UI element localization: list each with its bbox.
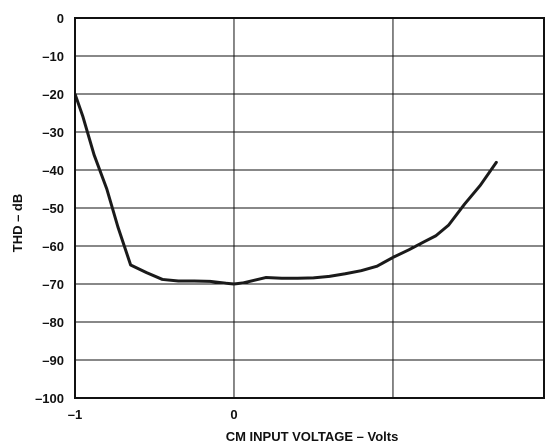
x-axis-title: CM INPUT VOLTAGE – Volts (226, 429, 399, 444)
x-tick-labels: –1 0 (68, 407, 238, 422)
plot-frame (74, 17, 545, 399)
y-tick-labels: 0 –10 –20 –30 –40 –50 –60 –70 –80 –90 –100 (35, 11, 64, 406)
y-tick-label: –90 (42, 353, 64, 368)
y-axis-title: THD – dB (10, 194, 25, 253)
x-tick-label: –1 (68, 407, 82, 422)
y-tick-label: –20 (42, 87, 64, 102)
series-layer (75, 92, 498, 286)
y-tick-label: –80 (42, 315, 64, 330)
x-tick-label: 0 (230, 407, 237, 422)
thd-curve (75, 92, 498, 286)
y-tick-label: –10 (42, 49, 64, 64)
grid (75, 18, 544, 398)
y-tick-label: –70 (42, 277, 64, 292)
y-tick-label: –60 (42, 239, 64, 254)
y-tick-label: –30 (42, 125, 64, 140)
y-tick-label: –40 (42, 163, 64, 178)
y-tick-label: –100 (35, 391, 64, 406)
y-tick-label: –50 (42, 201, 64, 216)
y-tick-label: 0 (57, 11, 64, 26)
